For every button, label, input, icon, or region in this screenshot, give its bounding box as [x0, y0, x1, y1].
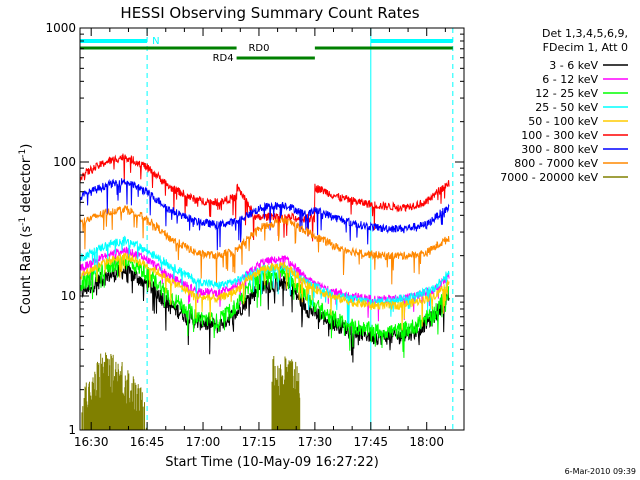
- x-tick-label-6: 17:45: [353, 435, 388, 449]
- series-line-8: [79, 205, 450, 285]
- plot-frame: [79, 27, 465, 431]
- legend-label-5: 50 - 100 keV: [528, 115, 598, 128]
- x-tick-label-4: 17:15: [242, 435, 277, 449]
- legend-label-8: 800 - 7000 keV: [514, 157, 598, 170]
- x-axis: 16:30 16:45 17:00 17:15 17:30 17:45 18:00: [74, 28, 465, 449]
- legend-label-2: 6 - 12 keV: [542, 73, 598, 86]
- series-line-9: [81, 352, 301, 430]
- y-tick-label-4: 1000: [45, 21, 76, 35]
- series-line-7: [79, 178, 450, 251]
- y-axis: 1 10 100 1000: [45, 21, 464, 437]
- x-axis-label: Start Time (10-May-09 16:27:22): [165, 455, 379, 470]
- rd4-label: RD4: [213, 53, 234, 64]
- y-axis-label-end: ): [19, 144, 34, 149]
- legend-header-line-1: Det 1,3,4,5,6,9,: [542, 27, 628, 40]
- y-axis-label-sup-1: -1: [18, 217, 28, 226]
- y-axis-label: Count Rate (s-1 detector-1): [18, 144, 34, 315]
- legend-label-1: 3 - 6 keV: [549, 59, 598, 72]
- x-tick-label-1: 16:30: [74, 435, 109, 449]
- x-tick-label-2: 16:45: [130, 435, 165, 449]
- x-tick-label-7: 18:00: [409, 435, 444, 449]
- footer-date: 6-Mar-2010 09:39: [565, 467, 636, 476]
- series-line-5: [79, 252, 450, 331]
- legend-label-4: 25 - 50 keV: [535, 101, 598, 114]
- y-tick-label-3: 100: [53, 155, 76, 169]
- legend-label-7: 300 - 800 keV: [521, 143, 598, 156]
- legend-label-3: 12 - 25 keV: [535, 87, 598, 100]
- y-tick-label-2: 10: [61, 289, 76, 303]
- legend: Det 1,3,4,5,6,9, FDecim 1, Att 0 3 - 6 k…: [500, 27, 628, 184]
- rd0-label: RD0: [248, 43, 269, 54]
- y-axis-label-sup-2: -1: [18, 149, 28, 158]
- x-tick-label-3: 17:00: [186, 435, 221, 449]
- chart-title: HESSI Observing Summary Count Rates: [120, 4, 419, 22]
- y-tick-label-1: 1: [68, 423, 76, 437]
- legend-label-9: 7000 - 20000 keV: [500, 171, 598, 184]
- y-axis-label-main: Count Rate (s: [19, 226, 34, 315]
- legend-header-line-2: FDecim 1, Att 0: [543, 41, 628, 54]
- series-layer: [79, 153, 450, 430]
- night-label: N: [152, 36, 159, 47]
- x-tick-label-5: 17:30: [298, 435, 333, 449]
- legend-label-6: 100 - 300 keV: [521, 129, 598, 142]
- y-axis-label-mid: detector: [19, 157, 34, 217]
